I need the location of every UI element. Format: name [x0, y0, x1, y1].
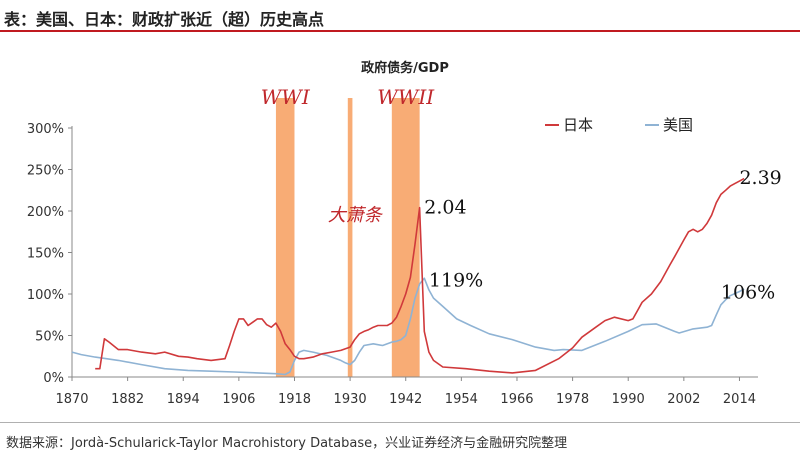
x-tick-label: 1870: [55, 392, 88, 407]
x-tick-label: 2014: [723, 392, 756, 407]
chart-container: 政府债务/GDP WWI WWII 0% 50% 100% 150% 200% 250% 300%…: [0, 40, 800, 415]
y-tick-label: 250%: [27, 164, 64, 179]
japan-line: [95, 177, 745, 374]
x-tick-label: 1990: [612, 392, 645, 407]
y-tick-label: 200%: [27, 205, 64, 220]
annotation-2: 119%: [429, 270, 483, 292]
x-tick-label: 1966: [500, 392, 533, 407]
annotation-4: 106%: [721, 281, 775, 303]
y-tick-label: 150%: [27, 247, 64, 262]
band-label-wwi: WWI: [261, 85, 311, 109]
war-band-depression: [347, 98, 353, 377]
war-band-wwi: [275, 98, 295, 377]
annotation-0: 大萧条: [328, 205, 384, 226]
band-label-wwii: WWII: [377, 85, 435, 109]
annotation-3: 2.39: [739, 167, 781, 189]
debt-gdp-chart: 政府债务/GDP WWI WWII 0% 50% 100% 150% 200% 250% 300%…: [27, 60, 782, 407]
x-tick-label: 1906: [222, 392, 255, 407]
legend-label-japan: 日本: [563, 116, 593, 134]
war-band-wwii: [391, 98, 420, 377]
figure-title: 表：美国、日本：财政扩张近（超）历史高点: [4, 10, 325, 29]
footer-divider: [0, 422, 800, 423]
x-tick-label: 1930: [334, 392, 367, 407]
x-tick-label: 2002: [667, 392, 700, 407]
legend-label-usa: 美国: [663, 116, 693, 134]
chart-title: 政府债务/GDP: [361, 60, 449, 76]
x-tick-label: 1918: [278, 392, 311, 407]
y-tick-label: 300%: [27, 122, 64, 137]
x-tick-label: 1978: [556, 392, 589, 407]
x-tick-label: 1894: [167, 392, 200, 407]
source-note: 数据来源：Jordà-Schularick-Taylor Macrohistor…: [6, 436, 568, 451]
report-header: 表：美国、日本：财政扩张近（超）历史高点: [0, 0, 800, 32]
y-tick-label: 0%: [43, 371, 64, 386]
usa-line: [71, 277, 745, 376]
annotation-1: 2.04: [424, 197, 466, 219]
x-tick-label: 1942: [389, 392, 422, 407]
x-tick-label: 1882: [111, 392, 144, 407]
x-tick-label: 1954: [445, 392, 478, 407]
y-tick-label: 50%: [35, 330, 64, 345]
y-tick-label: 100%: [27, 288, 64, 303]
header-divider: [0, 30, 800, 32]
